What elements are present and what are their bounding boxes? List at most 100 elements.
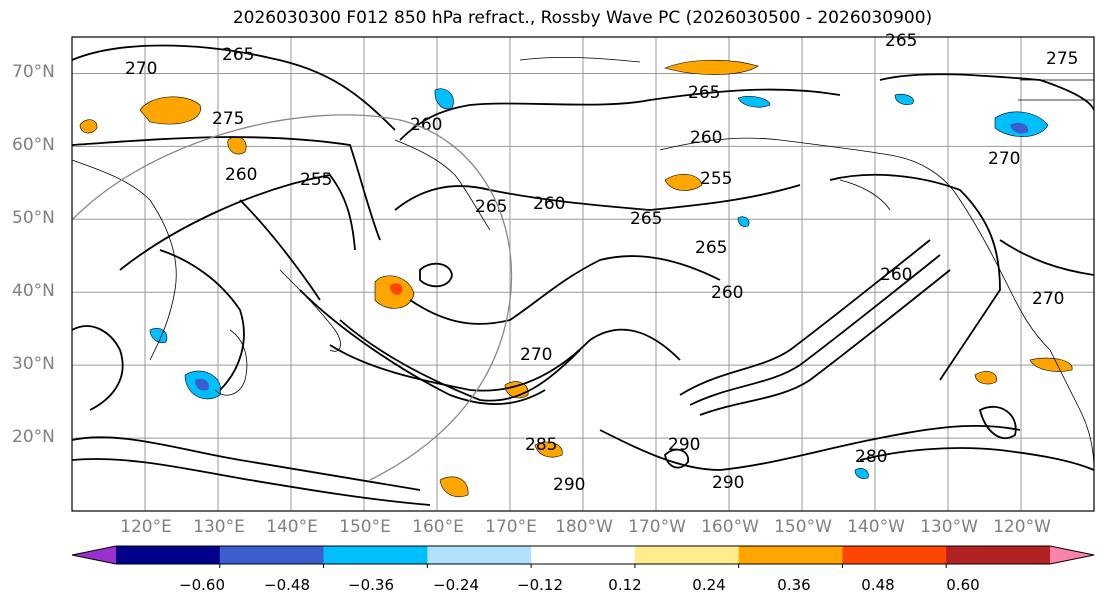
refractivity-contours xyxy=(72,44,1094,506)
contour-label: 260 xyxy=(410,115,442,135)
contour-label: 270 xyxy=(988,149,1020,169)
contour-line xyxy=(879,73,1094,111)
coastline xyxy=(279,269,341,352)
contour-line xyxy=(409,255,721,325)
contour-line xyxy=(859,447,1094,471)
colorbar-tick-label: 0.24 xyxy=(692,576,726,594)
colorbar-swatch xyxy=(116,546,221,564)
colorbar-swatch xyxy=(219,546,325,564)
contour-line xyxy=(72,136,381,241)
coastline xyxy=(1018,79,1094,101)
coastline xyxy=(659,137,961,201)
shade-blob xyxy=(149,328,168,343)
colorbar-tick-label: −0.24 xyxy=(433,576,479,594)
coastline xyxy=(214,329,248,396)
contour-label: 285 xyxy=(525,435,557,455)
great-circle-arc xyxy=(71,114,513,481)
lon-label-130w: 130°W xyxy=(920,517,978,537)
contour-label: 260 xyxy=(690,128,722,148)
contour-label: 265 xyxy=(885,31,917,51)
contour-label: 290 xyxy=(712,473,744,493)
colorbar-swatch xyxy=(323,546,428,564)
contour-label: 275 xyxy=(212,109,244,129)
lon-label-150w: 150°W xyxy=(774,517,832,537)
contour-label: 270 xyxy=(520,345,552,365)
shade-blob xyxy=(854,468,869,479)
lon-label-170w: 170°W xyxy=(628,517,686,537)
contour-line xyxy=(299,289,546,405)
lon-label-140e: 140°E xyxy=(266,517,318,537)
contour-line xyxy=(679,239,931,396)
contour-line xyxy=(394,184,801,211)
shade-blob xyxy=(390,283,403,295)
shade-blob xyxy=(139,96,201,125)
colorbar-swatch xyxy=(531,546,636,564)
colorbar-extend-high xyxy=(1050,546,1094,564)
colorbar xyxy=(71,545,1095,568)
contour-label: 265 xyxy=(630,209,662,229)
contour-line xyxy=(419,262,453,288)
lat-label-70n: 70°N xyxy=(12,62,55,82)
lat-label-20n: 20°N xyxy=(12,427,55,447)
contour-line xyxy=(689,254,941,406)
lon-label-170e: 170°E xyxy=(485,517,537,537)
contour-labels: 265 270 275 260 255 265 260 265 265 260 … xyxy=(125,31,1078,495)
lon-label-130e: 130°E xyxy=(193,517,245,537)
coastlines xyxy=(72,56,1094,471)
lon-label-120e: 120°E xyxy=(120,517,172,537)
contour-label: 255 xyxy=(300,170,332,190)
colorbar-tick-label: 0.36 xyxy=(777,576,811,594)
contour-line xyxy=(699,269,951,416)
shade-blob xyxy=(79,119,98,134)
contour-label: 275 xyxy=(1046,49,1078,69)
contour-label: 260 xyxy=(533,194,565,214)
shade-blob xyxy=(439,476,469,498)
lon-label-120w: 120°W xyxy=(993,517,1051,537)
coastline xyxy=(72,159,177,361)
colorbar-tick-label: −0.60 xyxy=(179,576,225,594)
lon-label-150e: 150°E xyxy=(339,517,391,537)
contour-line xyxy=(72,458,431,506)
contour-line xyxy=(599,424,1021,471)
shade-blob xyxy=(534,441,563,458)
contour-line xyxy=(829,173,1001,381)
coastline xyxy=(519,56,641,63)
colorbar-swatch xyxy=(738,546,843,564)
contour-label: 270 xyxy=(1032,289,1064,309)
contour-line xyxy=(339,319,581,402)
contour-line xyxy=(72,436,421,491)
shade-blob xyxy=(1010,122,1029,134)
coastline xyxy=(959,199,1051,351)
lat-label-30n: 30°N xyxy=(12,354,55,374)
colorbar-tick-label: 0.12 xyxy=(608,576,642,594)
lon-label-160e: 160°E xyxy=(412,517,464,537)
contour-label: 265 xyxy=(475,197,507,217)
contour-label: 265 xyxy=(222,45,254,65)
lon-label-160w: 160°W xyxy=(701,517,759,537)
shade-blob xyxy=(737,216,750,227)
colorbar-tick-label: 0.48 xyxy=(861,576,895,594)
shade-blob xyxy=(894,93,914,105)
contour-label: 260 xyxy=(225,165,257,185)
contour-label: 255 xyxy=(700,169,732,189)
contour-line xyxy=(978,405,1017,440)
shade-blob xyxy=(737,96,771,108)
shade-blob xyxy=(434,88,454,110)
coastline xyxy=(1049,349,1094,471)
contour-line xyxy=(159,249,245,391)
contour-line xyxy=(999,239,1094,276)
lat-label-40n: 40°N xyxy=(12,281,55,301)
contour-line xyxy=(329,328,681,392)
colorbar-tick-label: −0.12 xyxy=(517,576,563,594)
contour-label: 290 xyxy=(553,475,585,495)
shade-blob xyxy=(195,378,209,391)
lat-label-50n: 50°N xyxy=(12,208,55,228)
colorbar-swatch xyxy=(634,546,740,564)
colorbar-extend-low xyxy=(72,546,116,564)
contour-line xyxy=(119,174,356,271)
contour-label: 280 xyxy=(855,447,887,467)
contour-label: 265 xyxy=(695,238,727,258)
contour-line xyxy=(664,448,689,469)
lat-label-60n: 60°N xyxy=(12,135,55,155)
